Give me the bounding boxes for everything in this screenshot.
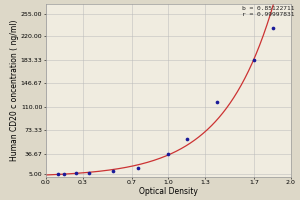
Point [184,138,189,141]
Point [62,172,67,175]
Point [74,172,79,175]
X-axis label: Optical Density: Optical Density [139,187,198,196]
Y-axis label: Human CD20 c oncentration ( ng/ml): Human CD20 c oncentration ( ng/ml) [10,20,19,161]
Point [56,172,60,175]
Point [252,58,256,61]
Point [215,101,220,104]
Text: b = 0.85122711
r = 0.99997831: b = 0.85122711 r = 0.99997831 [242,6,294,17]
Point [111,170,116,173]
Point [135,166,140,170]
Point [270,26,275,29]
Point [166,152,171,155]
Point [86,171,91,174]
